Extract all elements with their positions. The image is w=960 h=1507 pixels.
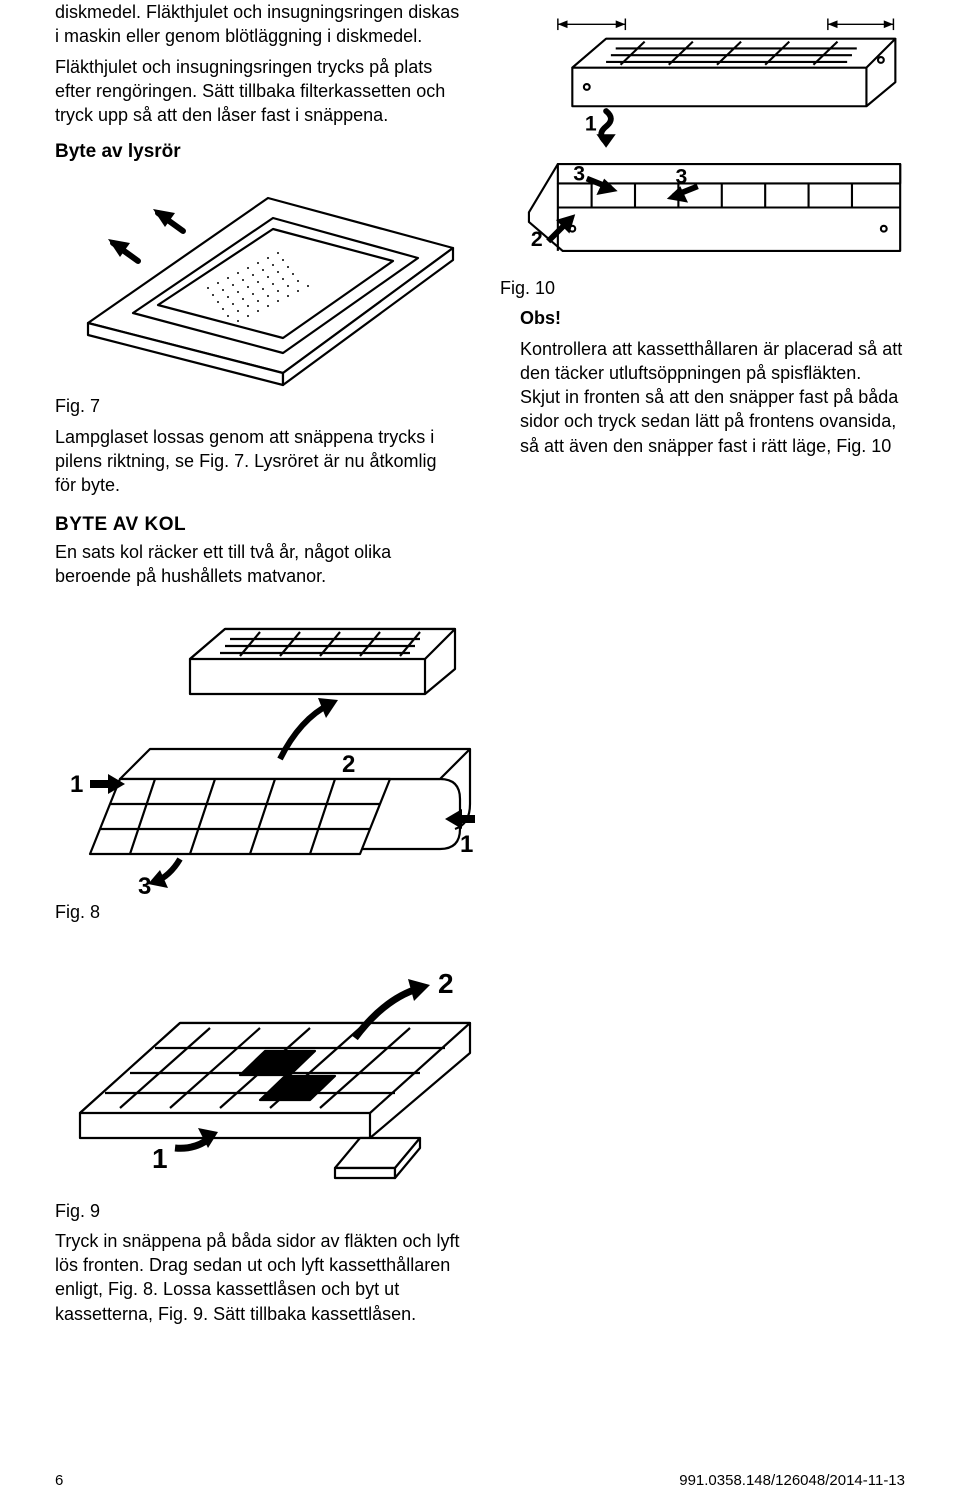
- svg-text:2: 2: [438, 968, 454, 999]
- svg-text:1: 1: [70, 771, 83, 798]
- heading-byte-lysror: Byte av lysrör: [55, 141, 460, 163]
- fig8-label: Fig. 8: [55, 900, 485, 924]
- page-footer: 6 991.0358.148/126048/2014-11-13: [55, 1472, 905, 1489]
- lower-column: 1 2 1 3 Fig. 8: [55, 604, 485, 1326]
- svg-text:1: 1: [585, 112, 597, 135]
- fig7-label: Fig. 7: [55, 394, 460, 418]
- diagram-fig10: 1 2 3 3: [500, 10, 905, 270]
- diagram-fig8: 1 2 1 3: [55, 604, 485, 894]
- diagram-fig7: [55, 173, 460, 388]
- heading-byte-kol: BYTE AV KOL: [55, 514, 460, 536]
- svg-text:1: 1: [152, 1143, 168, 1174]
- diagram-fig9: 1 2: [55, 943, 485, 1193]
- para-lampglas: Lampglaset lossas genom att snäppena try…: [55, 425, 460, 498]
- right-column: 1 2 3 3 Fig. 10 Obs! Kontrollera att kas…: [500, 0, 905, 594]
- svg-text:2: 2: [342, 751, 355, 778]
- svg-text:3: 3: [573, 163, 585, 186]
- top-columns: diskmedel. Fläkthjulet och insugningsrin…: [55, 0, 905, 594]
- fig10-label: Fig. 10: [500, 276, 905, 300]
- para-fig9: Tryck in snäppena på båda sidor av fläkt…: [55, 1229, 485, 1326]
- para-kol: En sats kol räcker ett till två år, någo…: [55, 540, 460, 589]
- svg-text:3: 3: [138, 873, 151, 894]
- fig9-label: Fig. 9: [55, 1199, 485, 1223]
- para-flakthjulet: Fläkthjulet och insugningsringen trycks …: [55, 55, 460, 128]
- doc-id: 991.0358.148/126048/2014-11-13: [679, 1472, 905, 1489]
- para-obs: Kontrollera att kassetthållaren är place…: [520, 337, 905, 458]
- svg-text:1: 1: [460, 831, 473, 858]
- svg-text:3: 3: [676, 165, 688, 188]
- svg-text:2: 2: [531, 228, 543, 251]
- para-diskmedel: diskmedel. Fläkthjulet och insugningsrin…: [55, 0, 460, 49]
- obs-heading: Obs!: [520, 306, 905, 330]
- left-column: diskmedel. Fläkthjulet och insugningsrin…: [55, 0, 460, 594]
- page-number: 6: [55, 1472, 63, 1489]
